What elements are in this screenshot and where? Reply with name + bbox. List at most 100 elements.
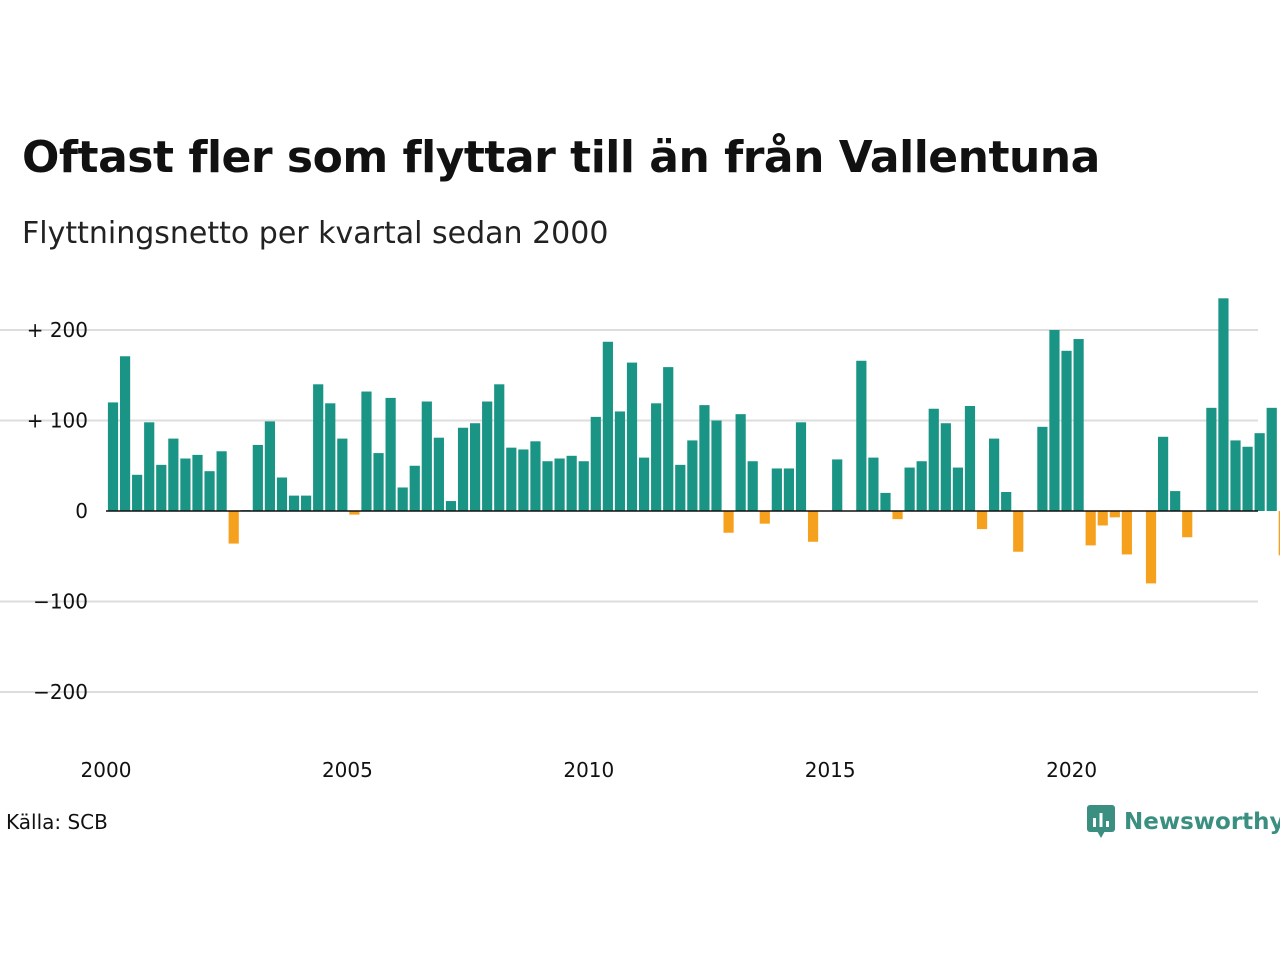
bar bbox=[228, 511, 239, 544]
bar bbox=[832, 459, 843, 511]
bar bbox=[566, 455, 577, 511]
bar bbox=[711, 420, 722, 511]
bar bbox=[361, 391, 372, 511]
bar bbox=[397, 487, 408, 511]
bar bbox=[470, 423, 481, 511]
bar bbox=[433, 437, 444, 511]
bar bbox=[1182, 511, 1193, 538]
bar bbox=[119, 356, 131, 511]
bar bbox=[409, 465, 420, 511]
bar bbox=[457, 427, 469, 511]
grid-lines bbox=[0, 329, 1258, 693]
bar bbox=[252, 444, 263, 511]
bar bbox=[675, 464, 686, 511]
bar bbox=[192, 454, 203, 511]
bar bbox=[445, 501, 457, 511]
bar bbox=[1206, 407, 1217, 511]
bar bbox=[156, 464, 167, 511]
x-tick-label: 2015 bbox=[805, 758, 856, 782]
bar bbox=[928, 408, 939, 511]
x-tick-label: 2010 bbox=[563, 758, 614, 782]
bar bbox=[1254, 433, 1265, 511]
bar bbox=[180, 458, 191, 511]
bar bbox=[1037, 426, 1048, 511]
bar bbox=[1278, 511, 1280, 556]
bar bbox=[482, 401, 493, 511]
x-tick-label: 2020 bbox=[1046, 758, 1097, 782]
y-tick-label: −100 bbox=[33, 590, 88, 614]
bar bbox=[518, 449, 529, 511]
bar bbox=[132, 474, 143, 511]
bar bbox=[107, 402, 119, 511]
bar bbox=[1109, 511, 1120, 518]
bar bbox=[1097, 511, 1108, 526]
bar bbox=[735, 414, 746, 511]
bar bbox=[385, 397, 396, 512]
bar bbox=[892, 511, 903, 520]
bar bbox=[1001, 492, 1012, 511]
bar bbox=[614, 411, 626, 511]
bar bbox=[856, 360, 867, 511]
bar bbox=[421, 401, 432, 511]
newsworthy-logo-icon bbox=[1087, 805, 1115, 838]
bar bbox=[554, 458, 565, 511]
bar bbox=[904, 467, 915, 511]
bar bbox=[1061, 350, 1072, 511]
bar bbox=[1121, 511, 1132, 555]
bar bbox=[578, 461, 589, 511]
bar bbox=[373, 453, 384, 511]
bar bbox=[651, 403, 662, 511]
bar bbox=[168, 438, 179, 511]
bar bbox=[1242, 446, 1253, 511]
bar bbox=[626, 362, 638, 511]
bar-chart: + 200 + 100 0 −100 −200 2000 2005 2010 2015 2020 bbox=[0, 298, 1280, 782]
bar bbox=[288, 495, 300, 511]
bar bbox=[313, 384, 324, 511]
bar bbox=[301, 495, 312, 511]
bar bbox=[1218, 298, 1229, 511]
bar bbox=[723, 511, 734, 533]
bar bbox=[868, 457, 879, 511]
bar bbox=[747, 461, 758, 511]
bar bbox=[916, 461, 927, 511]
y-tick-label: −200 bbox=[33, 680, 88, 704]
bar bbox=[952, 467, 963, 511]
bar bbox=[542, 461, 553, 511]
bar bbox=[663, 367, 674, 511]
bar bbox=[1145, 511, 1157, 584]
bar bbox=[1157, 436, 1169, 511]
chart-subtitle: Flyttningsnetto per kvartal sedan 2000 bbox=[22, 216, 609, 251]
bar bbox=[276, 477, 288, 511]
axes: + 200 + 100 0 −100 −200 2000 2005 2010 2015 2020 bbox=[27, 318, 1258, 782]
bar bbox=[337, 438, 348, 511]
bar bbox=[1266, 407, 1277, 511]
bar bbox=[759, 511, 770, 524]
bar bbox=[264, 421, 276, 511]
bar bbox=[506, 447, 517, 511]
y-tick-label: + 100 bbox=[27, 409, 88, 433]
bar bbox=[783, 468, 795, 511]
bar bbox=[494, 384, 505, 511]
newsworthy-logo: Newsworthy bbox=[1086, 802, 1280, 842]
bar bbox=[216, 451, 227, 511]
bar bbox=[687, 440, 698, 511]
y-tick-label: + 200 bbox=[27, 318, 88, 342]
bar bbox=[349, 511, 360, 515]
source-note: Källa: SCB bbox=[6, 810, 108, 834]
bar bbox=[940, 423, 951, 511]
bar bbox=[1013, 511, 1024, 552]
bar bbox=[699, 405, 710, 511]
y-tick-label: 0 bbox=[75, 499, 88, 523]
bar bbox=[976, 511, 988, 530]
bar bbox=[807, 511, 819, 542]
chart-title: Oftast fler som flyttar till än från Val… bbox=[22, 132, 1100, 183]
bar bbox=[964, 406, 976, 511]
bar bbox=[602, 341, 613, 511]
brand-name: Newsworthy bbox=[1124, 809, 1280, 835]
bar bbox=[771, 468, 782, 511]
bar bbox=[530, 441, 541, 511]
bar bbox=[144, 422, 155, 511]
bar bbox=[638, 457, 650, 511]
bar bbox=[880, 492, 891, 511]
bar bbox=[1073, 339, 1084, 511]
